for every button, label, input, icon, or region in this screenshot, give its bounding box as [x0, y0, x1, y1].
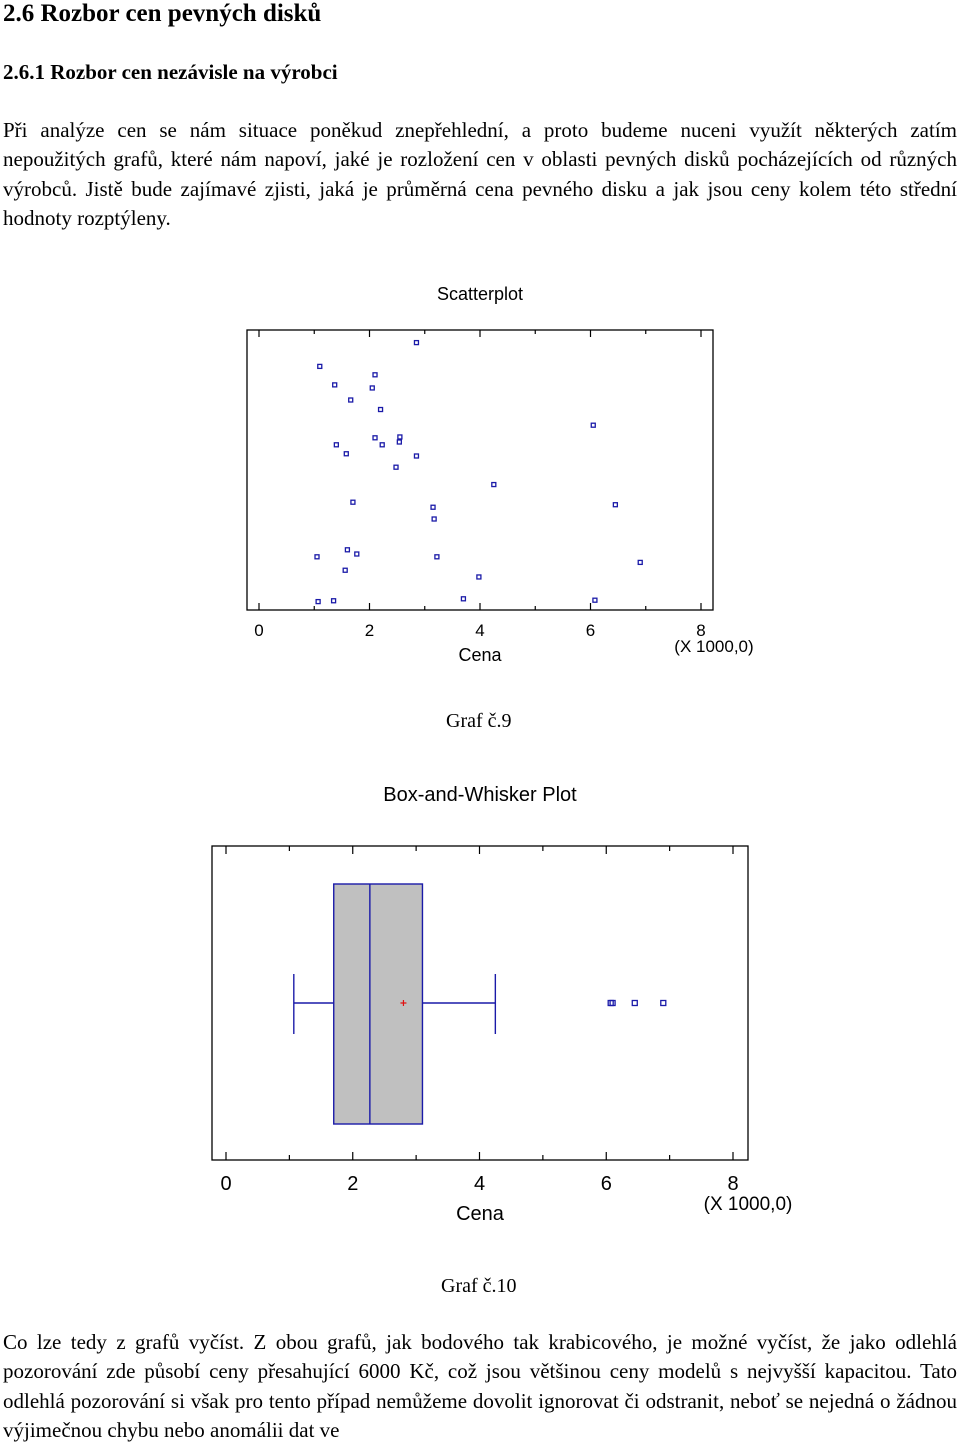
boxplot-chart: Box-and-Whisker Plot 0 2 4 6 8 Cena (X 1000,… [211, 784, 793, 1225]
scatterplot-point [315, 598, 321, 605]
scatterplot-point [350, 499, 356, 505]
scatterplot-point [317, 363, 323, 370]
scatterplot-point [396, 439, 402, 445]
boxplot-x-axis: 0 2 4 6 8 [220, 846, 739, 1195]
boxplot-body [293, 883, 667, 1125]
scatterplot-point [342, 567, 348, 573]
scatterplot-tick-label: 6 [586, 621, 595, 640]
boxplot-tick-label: 0 [220, 1173, 231, 1195]
scatterplot-point [369, 385, 375, 391]
scatterplot-point [372, 372, 378, 378]
scatterplot-point [314, 554, 320, 560]
boxplot-title: Box-and-Whisker Plot [383, 784, 577, 806]
boxplot-x-label: Cena [456, 1203, 505, 1225]
boxplot-mean-marker [400, 1000, 407, 1006]
scatterplot-point [343, 451, 349, 457]
scatterplot-x-label: Cena [458, 645, 502, 665]
scatterplot-x-multiplier: (X 1000,0) [674, 637, 753, 656]
scatterplot-tick-label: 2 [365, 621, 374, 640]
scatterplot-point [372, 435, 378, 441]
boxplot-x-multiplier: (X 1000,0) [704, 1194, 793, 1215]
scatterplot-tick-label: 8 [696, 621, 705, 640]
section-heading: 2.6 Rozbor cen pevných disků [3, 0, 322, 27]
scatterplot-point [354, 551, 360, 557]
scatterplot-point [393, 464, 399, 470]
boxplot-tick-label: 6 [601, 1173, 612, 1195]
boxplot-tick-label: 4 [474, 1173, 485, 1195]
scatterplot-point [413, 339, 420, 346]
scatterplot-point [330, 598, 337, 604]
boxplot-box [333, 883, 424, 1125]
boxplot-tick-label: 8 [727, 1173, 738, 1195]
scatterplot-point [460, 596, 467, 602]
scatterplot-point [637, 559, 643, 566]
scatterplot-point [434, 554, 440, 560]
boxplot-outlier [660, 999, 667, 1007]
scatterplot-chart: Scatterplot 0 2 4 6 8 Cena (X 1000,0) [246, 284, 754, 665]
scatterplot-point [397, 434, 403, 440]
boxplot-tick-label: 2 [347, 1173, 358, 1195]
scatterplot-point [612, 502, 619, 508]
scatterplot-points [314, 339, 643, 605]
intro-paragraph: Při analýze cen se nám situace poněkud z… [3, 118, 957, 230]
graph9-caption: Graf č.9 [446, 710, 512, 732]
scatterplot-point [332, 382, 338, 388]
scatterplot-point [430, 504, 436, 510]
subsection-heading: 2.6.1 Rozbor cen nezávisle na výrobci [3, 60, 338, 84]
scatterplot-point [590, 422, 596, 428]
scatterplot-frame [246, 329, 714, 611]
scatterplot-title: Scatterplot [437, 284, 523, 304]
scatterplot-tick-label: 4 [475, 621, 484, 640]
scatterplot-point [592, 597, 598, 603]
scatterplot-tick-label: 0 [254, 621, 263, 640]
scatterplot-point [377, 406, 384, 413]
scatterplot-point [413, 453, 420, 459]
graph10-caption: Graf č.10 [441, 1275, 517, 1297]
boxplot-outlier [609, 999, 616, 1007]
scatterplot-point [379, 442, 385, 448]
scatterplot-point [476, 574, 482, 580]
conclusion-paragraph: Co lze tedy z grafů vyčíst. Z obou grafů… [3, 1330, 957, 1442]
scatterplot-x-axis: 0 2 4 6 8 [254, 330, 706, 640]
scatterplot-point [344, 547, 351, 553]
scatterplot-point [348, 397, 354, 403]
scatterplot-point [431, 516, 437, 522]
boxplot-outlier [631, 999, 638, 1007]
scatterplot-point [333, 442, 340, 448]
scatterplot-point [491, 481, 497, 488]
